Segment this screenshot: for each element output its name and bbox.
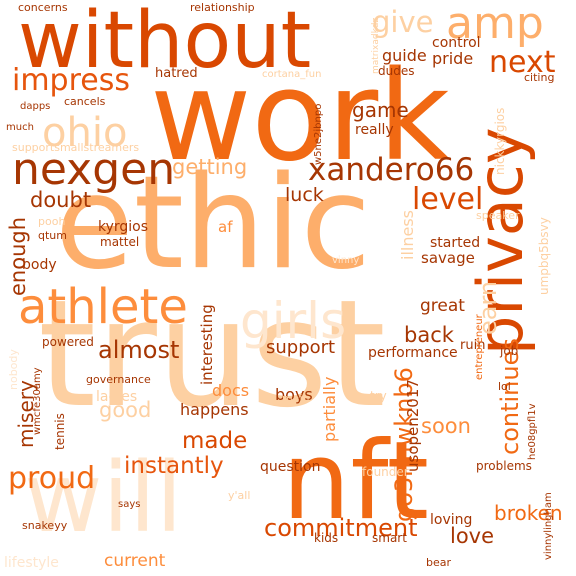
word-ethic: ethic: [55, 149, 371, 298]
word-founder: founder: [362, 465, 409, 479]
word-ladies: ladies: [96, 389, 138, 405]
word-try: try: [370, 389, 387, 403]
word-support: support: [266, 337, 336, 358]
word-w5ne2jbnpo: w5ne2jbnpo: [313, 103, 324, 165]
word-smart: smart: [372, 531, 407, 545]
word-af: af: [218, 218, 233, 236]
word-nft: nft: [282, 419, 429, 544]
word-pride: pride: [432, 49, 474, 68]
word-control: control: [432, 35, 481, 51]
word-usopen2017: usopen2017: [404, 379, 422, 472]
word-soon: soon: [421, 414, 471, 438]
word-cancels: cancels: [64, 95, 106, 108]
word-savage: savage: [421, 249, 475, 267]
word-cortana-fun: cortana_fun: [262, 69, 322, 80]
word-matrixadkdz: matrixadkdz: [371, 17, 381, 74]
word-boys: boys: [275, 385, 313, 404]
word-amp: amp: [446, 0, 544, 49]
word-much: much: [6, 122, 34, 133]
word-interesting: interesting: [198, 304, 216, 385]
word-athlete: athlete: [18, 279, 188, 335]
word-level: level: [412, 182, 484, 217]
word-current: current: [104, 551, 166, 571]
word-entrepreneur: entrepreneur: [474, 314, 485, 380]
word-impress: impress: [12, 63, 130, 98]
word-yall: y'all: [228, 489, 251, 502]
word-game: game: [352, 98, 409, 122]
word-speaker: speaker: [476, 209, 520, 222]
word-illness: illness: [398, 210, 417, 260]
word-vinnylingham: vinnylingham: [543, 492, 554, 560]
word-work: work: [150, 45, 451, 189]
word-relationship: relationship: [190, 1, 255, 14]
word-job: job: [500, 344, 519, 358]
word-nexgen: nexgen: [12, 144, 176, 195]
word-almost: almost: [98, 336, 180, 364]
word-problems: problems: [476, 459, 532, 473]
word-dapps: dapps: [20, 101, 51, 112]
word-kyrgios: kyrgios: [98, 219, 149, 235]
word-ruin: ruin: [460, 338, 486, 353]
word-ohio: ohio: [42, 110, 128, 156]
word-really: really: [355, 122, 394, 138]
word-vinny: vinny: [332, 255, 360, 266]
word-nickkyrgios: nickkyrgios: [493, 107, 507, 175]
word-lol: lol: [498, 380, 511, 393]
word-girls: girls: [240, 292, 347, 350]
word-proud: proud: [8, 461, 96, 496]
word-good: good: [99, 398, 152, 422]
word-says: says: [118, 499, 141, 510]
word-citing: citing: [524, 71, 555, 84]
word-performance: performance: [368, 345, 458, 361]
word-will: will: [24, 442, 183, 554]
word-great: great: [420, 296, 465, 316]
word-next: next: [489, 45, 556, 80]
word-broken: broken: [494, 501, 563, 525]
word-trust: trust: [38, 268, 386, 440]
word-lifestyle: lifestyle: [4, 555, 59, 571]
word-instantly: instantly: [124, 453, 224, 479]
word-docs: docs: [212, 381, 250, 400]
word-wmcfe30amy: wmcfe30amy: [32, 367, 43, 435]
word-getting: getting: [172, 155, 248, 179]
word-xandero66: xandero66: [308, 152, 475, 188]
word-body: body: [22, 257, 57, 273]
word-mattel: mattel: [100, 235, 140, 249]
word-happens: happens: [180, 400, 249, 419]
word-doubt: doubt: [30, 188, 92, 212]
word-pooh: pooh: [38, 215, 66, 228]
word-supportsmallstreamers: supportsmallstreamers: [12, 141, 140, 154]
word-governance: governance: [86, 373, 151, 386]
word-partially: partially: [320, 376, 339, 442]
word-bear: bear: [426, 556, 452, 569]
word-umpbq5bsvy: umpbq5bsvy: [537, 217, 551, 295]
word-question: question: [260, 459, 321, 475]
word-luck: luck: [285, 184, 324, 206]
word-concerns: concerns: [18, 1, 68, 14]
word-he08gpfl1v: he08gpfl1v: [527, 403, 538, 461]
word-snakeyy: snakeyy: [22, 519, 68, 532]
word-powered: powered: [42, 335, 94, 349]
word-nobody: nobody: [7, 349, 20, 390]
word-back: back: [404, 323, 454, 347]
word-tennis: tennis: [53, 413, 67, 450]
word-kids: kids: [314, 531, 339, 545]
word-made: made: [182, 428, 248, 454]
word-love: love: [450, 524, 495, 548]
word-give: give: [372, 5, 434, 39]
word-qtum: qtum: [38, 229, 67, 242]
word-guide: guide: [382, 46, 427, 65]
word-commitment: commitment: [264, 514, 418, 542]
word-loving: loving: [430, 512, 473, 528]
word-main: main: [282, 392, 310, 405]
word-started: started: [430, 235, 481, 251]
word-without: without: [18, 0, 312, 86]
word-dudes: dudes: [378, 64, 415, 78]
word-hatred: hatred: [155, 66, 198, 81]
